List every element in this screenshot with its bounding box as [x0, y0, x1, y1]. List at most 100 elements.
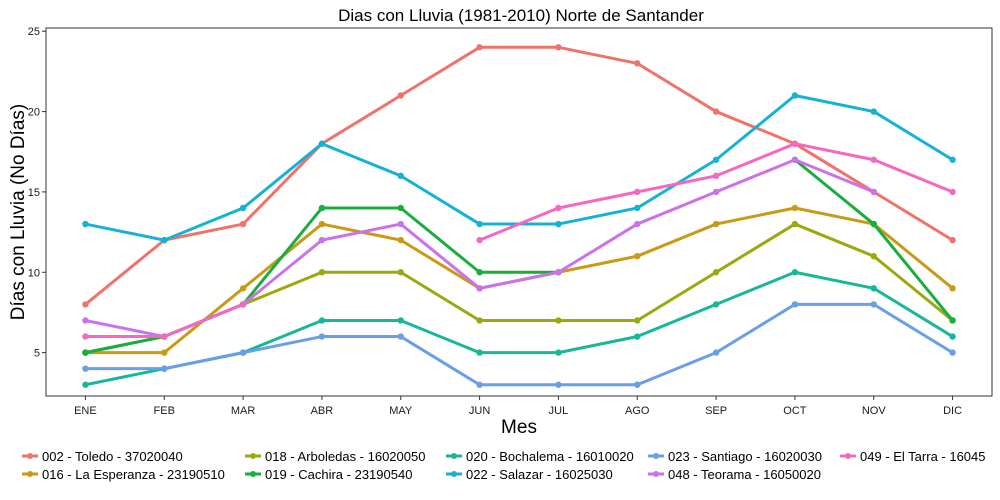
- legend-key-point: [250, 471, 256, 477]
- data-point: [634, 204, 641, 212]
- legend-item: 019 - Cachira - 23190540: [245, 467, 412, 482]
- y-tick-label: 20: [28, 107, 40, 119]
- data-point: [870, 188, 877, 196]
- data-point: [318, 333, 326, 340]
- legend-key-point: [653, 471, 659, 477]
- legend-item: 022 - Salazar - 16025030: [446, 467, 613, 482]
- data-point: [949, 333, 956, 340]
- data-point: [791, 301, 799, 308]
- data-point: [82, 220, 89, 228]
- series-line: [85, 206, 559, 355]
- data-point: [397, 333, 404, 340]
- legend-label: 048 - Teorama - 16050020: [668, 467, 821, 482]
- data-point: [82, 333, 89, 340]
- data-point: [161, 236, 168, 244]
- data-point: [791, 269, 799, 276]
- data-point: [634, 60, 641, 67]
- data-point: [712, 269, 720, 276]
- legend-label: 016 - La Esperanza - 23190510: [42, 467, 225, 482]
- legend-key-point: [653, 453, 659, 459]
- legend-item: 020 - Bochalema - 16010020: [446, 449, 634, 464]
- legend-label: 019 - Cachira - 23190540: [265, 467, 412, 482]
- data-point: [712, 220, 720, 228]
- legend-key-point: [451, 453, 457, 459]
- data-point: [791, 140, 799, 147]
- data-point: [634, 188, 641, 196]
- data-point: [870, 156, 877, 163]
- legend-item: 049 - El Tarra - 16045: [840, 449, 986, 464]
- y-tick-label: 15: [28, 187, 40, 199]
- data-point: [949, 317, 956, 324]
- data-point: [82, 349, 89, 356]
- data-point: [476, 381, 483, 388]
- data-point: [82, 381, 89, 388]
- data-point: [318, 140, 326, 147]
- legend-label: 023 - Santiago - 16020030: [668, 449, 822, 464]
- data-point: [555, 381, 562, 388]
- data-point: [476, 236, 483, 244]
- series-line: [85, 302, 954, 387]
- x-tick-label: NOV: [862, 405, 887, 417]
- data-point: [161, 349, 168, 356]
- data-point: [791, 204, 799, 212]
- data-point: [870, 220, 877, 228]
- x-tick-label: FEB: [154, 405, 175, 417]
- y-axis-title: Días con Lluvia (No Días): [8, 104, 29, 320]
- data-point: [397, 172, 404, 180]
- data-point: [476, 220, 483, 228]
- data-point: [239, 220, 247, 228]
- data-point: [949, 349, 956, 356]
- legend-key-point: [27, 453, 33, 459]
- data-point: [239, 285, 247, 292]
- legend-label: 020 - Bochalema - 16010020: [466, 449, 634, 464]
- y-tick-label: 10: [28, 267, 40, 279]
- series-5: [82, 92, 956, 244]
- legend-label: 022 - Salazar - 16025030: [466, 467, 613, 482]
- data-point: [318, 317, 326, 324]
- data-point: [239, 301, 247, 308]
- series-6: [82, 301, 956, 388]
- x-tick-label: AGO: [625, 405, 650, 417]
- x-tick-label: SEP: [705, 405, 727, 417]
- data-point: [634, 333, 641, 340]
- data-point: [476, 269, 483, 276]
- plot-area: 5 10 15 20 25 ENE FEB MAR ABR MAY JUN JUL AGO SEP OCT N…: [28, 26, 993, 417]
- data-point: [870, 301, 877, 308]
- data-point: [634, 220, 641, 228]
- data-point: [476, 285, 483, 292]
- data-point: [634, 252, 641, 260]
- data-point: [476, 44, 483, 51]
- legend-item: 023 - Santiago - 16020030: [648, 449, 822, 464]
- legend-label: 018 - Arboledas - 16020050: [265, 449, 425, 464]
- legend-label: 049 - El Tarra - 16045: [860, 449, 986, 464]
- data-point: [555, 269, 562, 276]
- data-point: [161, 365, 168, 372]
- x-tick-label: OCT: [783, 405, 807, 417]
- data-point: [476, 317, 483, 324]
- data-point: [791, 92, 799, 99]
- data-point: [949, 285, 956, 292]
- x-tick-label: JUL: [549, 405, 569, 417]
- data-point: [870, 285, 877, 292]
- data-point: [712, 301, 720, 308]
- x-tick-label: DIC: [943, 405, 962, 417]
- data-point: [397, 92, 404, 99]
- data-point: [634, 317, 641, 324]
- data-point: [712, 156, 720, 163]
- data-point: [949, 236, 956, 244]
- series-3: [82, 156, 956, 356]
- series-line: [84, 45, 954, 306]
- data-point: [397, 204, 404, 212]
- series-4: [82, 269, 956, 388]
- data-point: [239, 204, 247, 212]
- legend-key-point: [451, 471, 457, 477]
- data-point: [712, 172, 720, 180]
- legend-item: 048 - Teorama - 16050020: [648, 467, 821, 482]
- legend-label: 002 - Toledo - 37020040: [42, 449, 183, 464]
- data-point: [318, 204, 326, 212]
- data-point: [712, 349, 720, 356]
- data-point: [870, 252, 877, 260]
- data-point: [555, 44, 562, 51]
- series-0: [82, 44, 956, 308]
